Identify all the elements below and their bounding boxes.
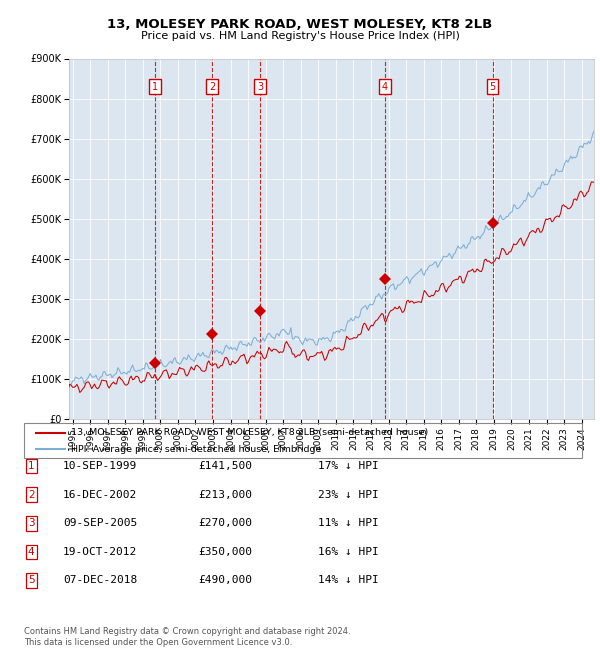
Text: 07-DEC-2018: 07-DEC-2018 — [63, 575, 137, 586]
Text: Price paid vs. HM Land Registry's House Price Index (HPI): Price paid vs. HM Land Registry's House … — [140, 31, 460, 41]
Text: 10-SEP-1999: 10-SEP-1999 — [63, 461, 137, 471]
Text: 4: 4 — [28, 547, 35, 557]
Text: 16% ↓ HPI: 16% ↓ HPI — [318, 547, 379, 557]
Text: 4: 4 — [382, 81, 388, 92]
Text: 09-SEP-2005: 09-SEP-2005 — [63, 518, 137, 528]
Text: 13, MOLESEY PARK ROAD, WEST MOLESEY, KT8 2LB (semi-detached house): 13, MOLESEY PARK ROAD, WEST MOLESEY, KT8… — [71, 428, 428, 437]
Text: 17% ↓ HPI: 17% ↓ HPI — [318, 461, 379, 471]
Text: 14% ↓ HPI: 14% ↓ HPI — [318, 575, 379, 586]
Text: 11% ↓ HPI: 11% ↓ HPI — [318, 518, 379, 528]
Text: 1: 1 — [28, 461, 35, 471]
Text: 5: 5 — [28, 575, 35, 586]
Text: 16-DEC-2002: 16-DEC-2002 — [63, 489, 137, 500]
Text: £213,000: £213,000 — [198, 489, 252, 500]
Text: 5: 5 — [490, 81, 496, 92]
Text: £350,000: £350,000 — [198, 547, 252, 557]
Text: 19-OCT-2012: 19-OCT-2012 — [63, 547, 137, 557]
Text: 3: 3 — [28, 518, 35, 528]
Text: £490,000: £490,000 — [198, 575, 252, 586]
Text: Contains HM Land Registry data © Crown copyright and database right 2024.
This d: Contains HM Land Registry data © Crown c… — [24, 627, 350, 647]
Text: £270,000: £270,000 — [198, 518, 252, 528]
Text: 13, MOLESEY PARK ROAD, WEST MOLESEY, KT8 2LB: 13, MOLESEY PARK ROAD, WEST MOLESEY, KT8… — [107, 18, 493, 31]
Text: 2: 2 — [28, 489, 35, 500]
Text: 3: 3 — [257, 81, 263, 92]
Text: HPI: Average price, semi-detached house, Elmbridge: HPI: Average price, semi-detached house,… — [71, 445, 322, 454]
Text: 2: 2 — [209, 81, 215, 92]
Text: 1: 1 — [152, 81, 158, 92]
Text: £141,500: £141,500 — [198, 461, 252, 471]
Text: 23% ↓ HPI: 23% ↓ HPI — [318, 489, 379, 500]
